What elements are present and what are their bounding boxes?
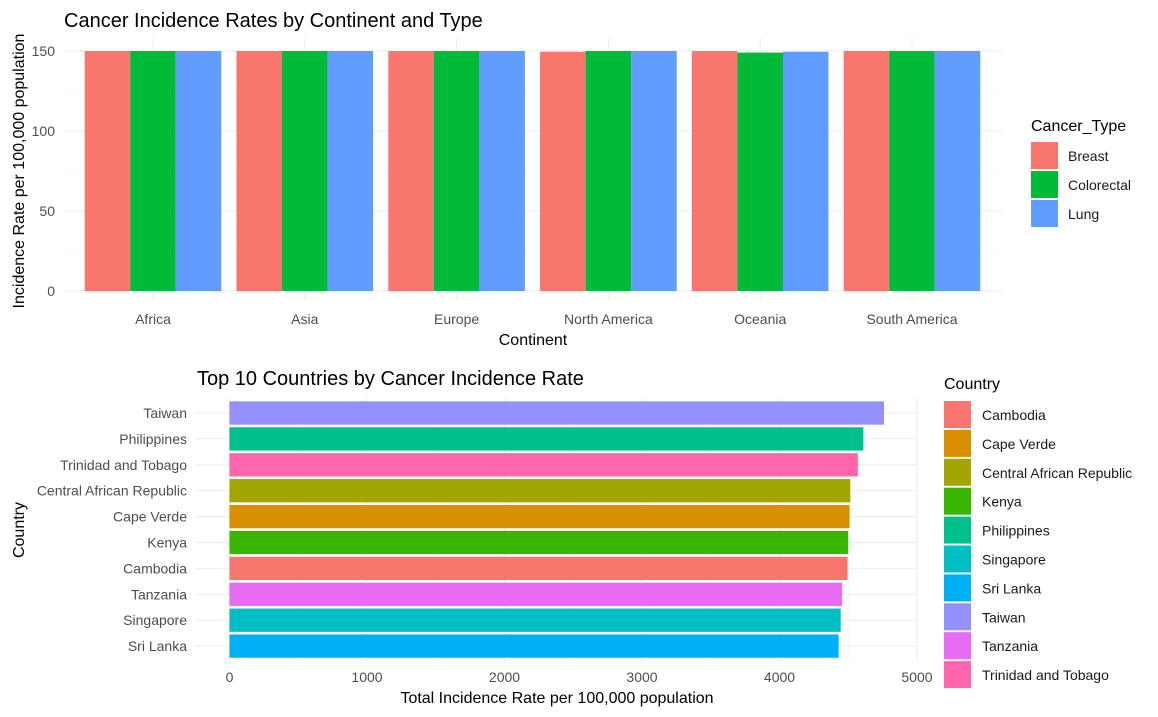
legend-label-colorectal: Colorectal [1068, 177, 1131, 193]
cancer-type-legend-title: Cancer_Type [1031, 118, 1126, 135]
x-tick-label: 1000 [351, 669, 382, 685]
bar-oceania-colorectal [737, 52, 783, 291]
legend-swatch-colorectal [1031, 171, 1058, 198]
y-tick-label: 0 [47, 283, 55, 299]
country-chart: Top 10 Countries by Cancer Incidence Rat… [11, 368, 1132, 707]
bar-oceania-lung [782, 51, 829, 291]
continent-chart-bars [84, 51, 981, 291]
country-chart-x-axis-title: Total Incidence Rate per 100,000 populat… [400, 690, 713, 707]
y-tick-label: Central African Republic [37, 483, 187, 499]
y-tick-label: Trinidad and Tobago [60, 457, 187, 473]
x-tick-label: 3000 [626, 669, 657, 685]
bar-philippines [229, 427, 864, 451]
bar-singapore [229, 608, 841, 632]
legend-label-breast: Breast [1068, 148, 1109, 164]
continent-chart-y-ticks: 0 50 100 150 [32, 43, 56, 299]
bar-central-african-republic [229, 479, 851, 503]
x-tick-label: North America [564, 311, 653, 327]
continent-chart-title: Cancer Incidence Rates by Continent and … [64, 10, 483, 32]
cancer-type-legend: Cancer_Type Breast Colorectal Lung [1031, 118, 1131, 227]
legend-label-philippines: Philippines [982, 523, 1050, 539]
y-tick-label: Singapore [123, 612, 187, 628]
legend-label-trinidad-and-tobago: Trinidad and Tobago [982, 667, 1109, 683]
bar-south-america-lung [934, 51, 981, 291]
y-tick-label: 150 [32, 43, 56, 59]
bar-oceania-breast [691, 51, 738, 291]
y-tick-label: Taiwan [143, 405, 187, 421]
y-tick-label: Cape Verde [113, 509, 187, 525]
country-legend-title: Country [944, 376, 1000, 393]
x-tick-label: Oceania [734, 311, 786, 327]
legend-swatch-trinidad-and-tobago [944, 661, 971, 689]
bar-kenya [229, 530, 849, 555]
y-tick-label: Sri Lanka [128, 638, 187, 654]
bar-south-america-colorectal [889, 51, 935, 291]
bar-cape-verde [229, 504, 850, 529]
bar-europe-colorectal [433, 51, 480, 291]
bar-north-america-colorectal [585, 51, 632, 291]
legend-swatch-taiwan [944, 603, 971, 631]
legend-swatch-lung [1031, 200, 1058, 227]
bar-asia-lung [327, 51, 374, 291]
bar-africa-lung [175, 51, 222, 291]
continent-chart-y-axis-title: Incidence Rate per 100,000 population [11, 34, 28, 309]
bar-taiwan [229, 401, 884, 425]
bar-north-america-lung [631, 51, 677, 291]
legend-label-cape-verde: Cape Verde [982, 436, 1056, 452]
y-tick-label: 50 [39, 203, 55, 219]
legend-swatch-tanzania [944, 632, 971, 660]
legend-label-central-african-republic: Central African Republic [982, 465, 1132, 481]
x-tick-label: 4000 [764, 669, 795, 685]
y-tick-label: Philippines [119, 431, 187, 447]
legend-swatch-kenya [944, 487, 971, 515]
legend-swatch-cape-verde [944, 429, 971, 457]
legend-swatch-breast [1031, 142, 1058, 169]
y-tick-label: 100 [32, 123, 56, 139]
continent-chart-x-ticks: Africa Asia Europe North America Oceania Sout… [135, 311, 958, 327]
x-tick-label: Europe [434, 311, 479, 327]
country-chart-y-axis-title: Country [11, 502, 28, 558]
bar-cambodia [229, 556, 848, 581]
continent-chart: Cancer Incidence Rates by Continent and … [11, 10, 1131, 349]
country-chart-bars [229, 401, 884, 658]
y-tick-label: Tanzania [131, 586, 187, 602]
continent-chart-x-axis-title: Continent [499, 332, 568, 349]
x-tick-label: 5000 [901, 669, 932, 685]
bar-trinidad-and-tobago [229, 453, 858, 477]
bar-tanzania [229, 582, 843, 606]
x-tick-label: 2000 [489, 669, 520, 685]
legend-label-taiwan: Taiwan [982, 609, 1026, 625]
x-tick-label: South America [866, 311, 957, 327]
legend-label-lung: Lung [1068, 206, 1099, 222]
country-chart-x-ticks: 0 1000 2000 3000 4000 5000 [226, 669, 933, 685]
legend-swatch-philippines [944, 516, 971, 544]
country-legend: Country Cambodia Cape Verde Central Africa… [944, 376, 1132, 689]
legend-swatch-cambodia [944, 401, 971, 428]
country-chart-y-ticks: Taiwan Philippines Trinidad and Tobago Cent… [37, 405, 187, 654]
legend-label-sri-lanka: Sri Lanka [982, 580, 1041, 596]
y-tick-label: Cambodia [123, 560, 187, 576]
bar-europe-breast [388, 51, 434, 291]
bar-south-america-breast [843, 51, 890, 291]
legend-swatch-sri-lanka [944, 574, 971, 602]
legend-label-kenya: Kenya [982, 494, 1022, 510]
legend-swatch-central-african-republic [944, 458, 971, 486]
bar-asia-breast [236, 51, 283, 291]
legend-label-cambodia: Cambodia [982, 407, 1046, 423]
legend-swatch-singapore [944, 545, 971, 573]
legend-label-singapore: Singapore [982, 552, 1046, 568]
bar-europe-lung [479, 51, 525, 291]
y-tick-label: Kenya [147, 535, 187, 551]
bar-north-america-breast [540, 51, 586, 291]
bar-africa-breast [84, 51, 131, 291]
x-tick-label: Asia [291, 311, 318, 327]
x-tick-label: Africa [135, 311, 171, 327]
bar-asia-colorectal [282, 51, 328, 291]
country-chart-title: Top 10 Countries by Cancer Incidence Rat… [197, 368, 584, 390]
x-tick-label: 0 [226, 669, 234, 685]
bar-sri-lanka [229, 634, 839, 658]
legend-label-tanzania: Tanzania [982, 638, 1038, 654]
bar-africa-colorectal [130, 51, 176, 291]
